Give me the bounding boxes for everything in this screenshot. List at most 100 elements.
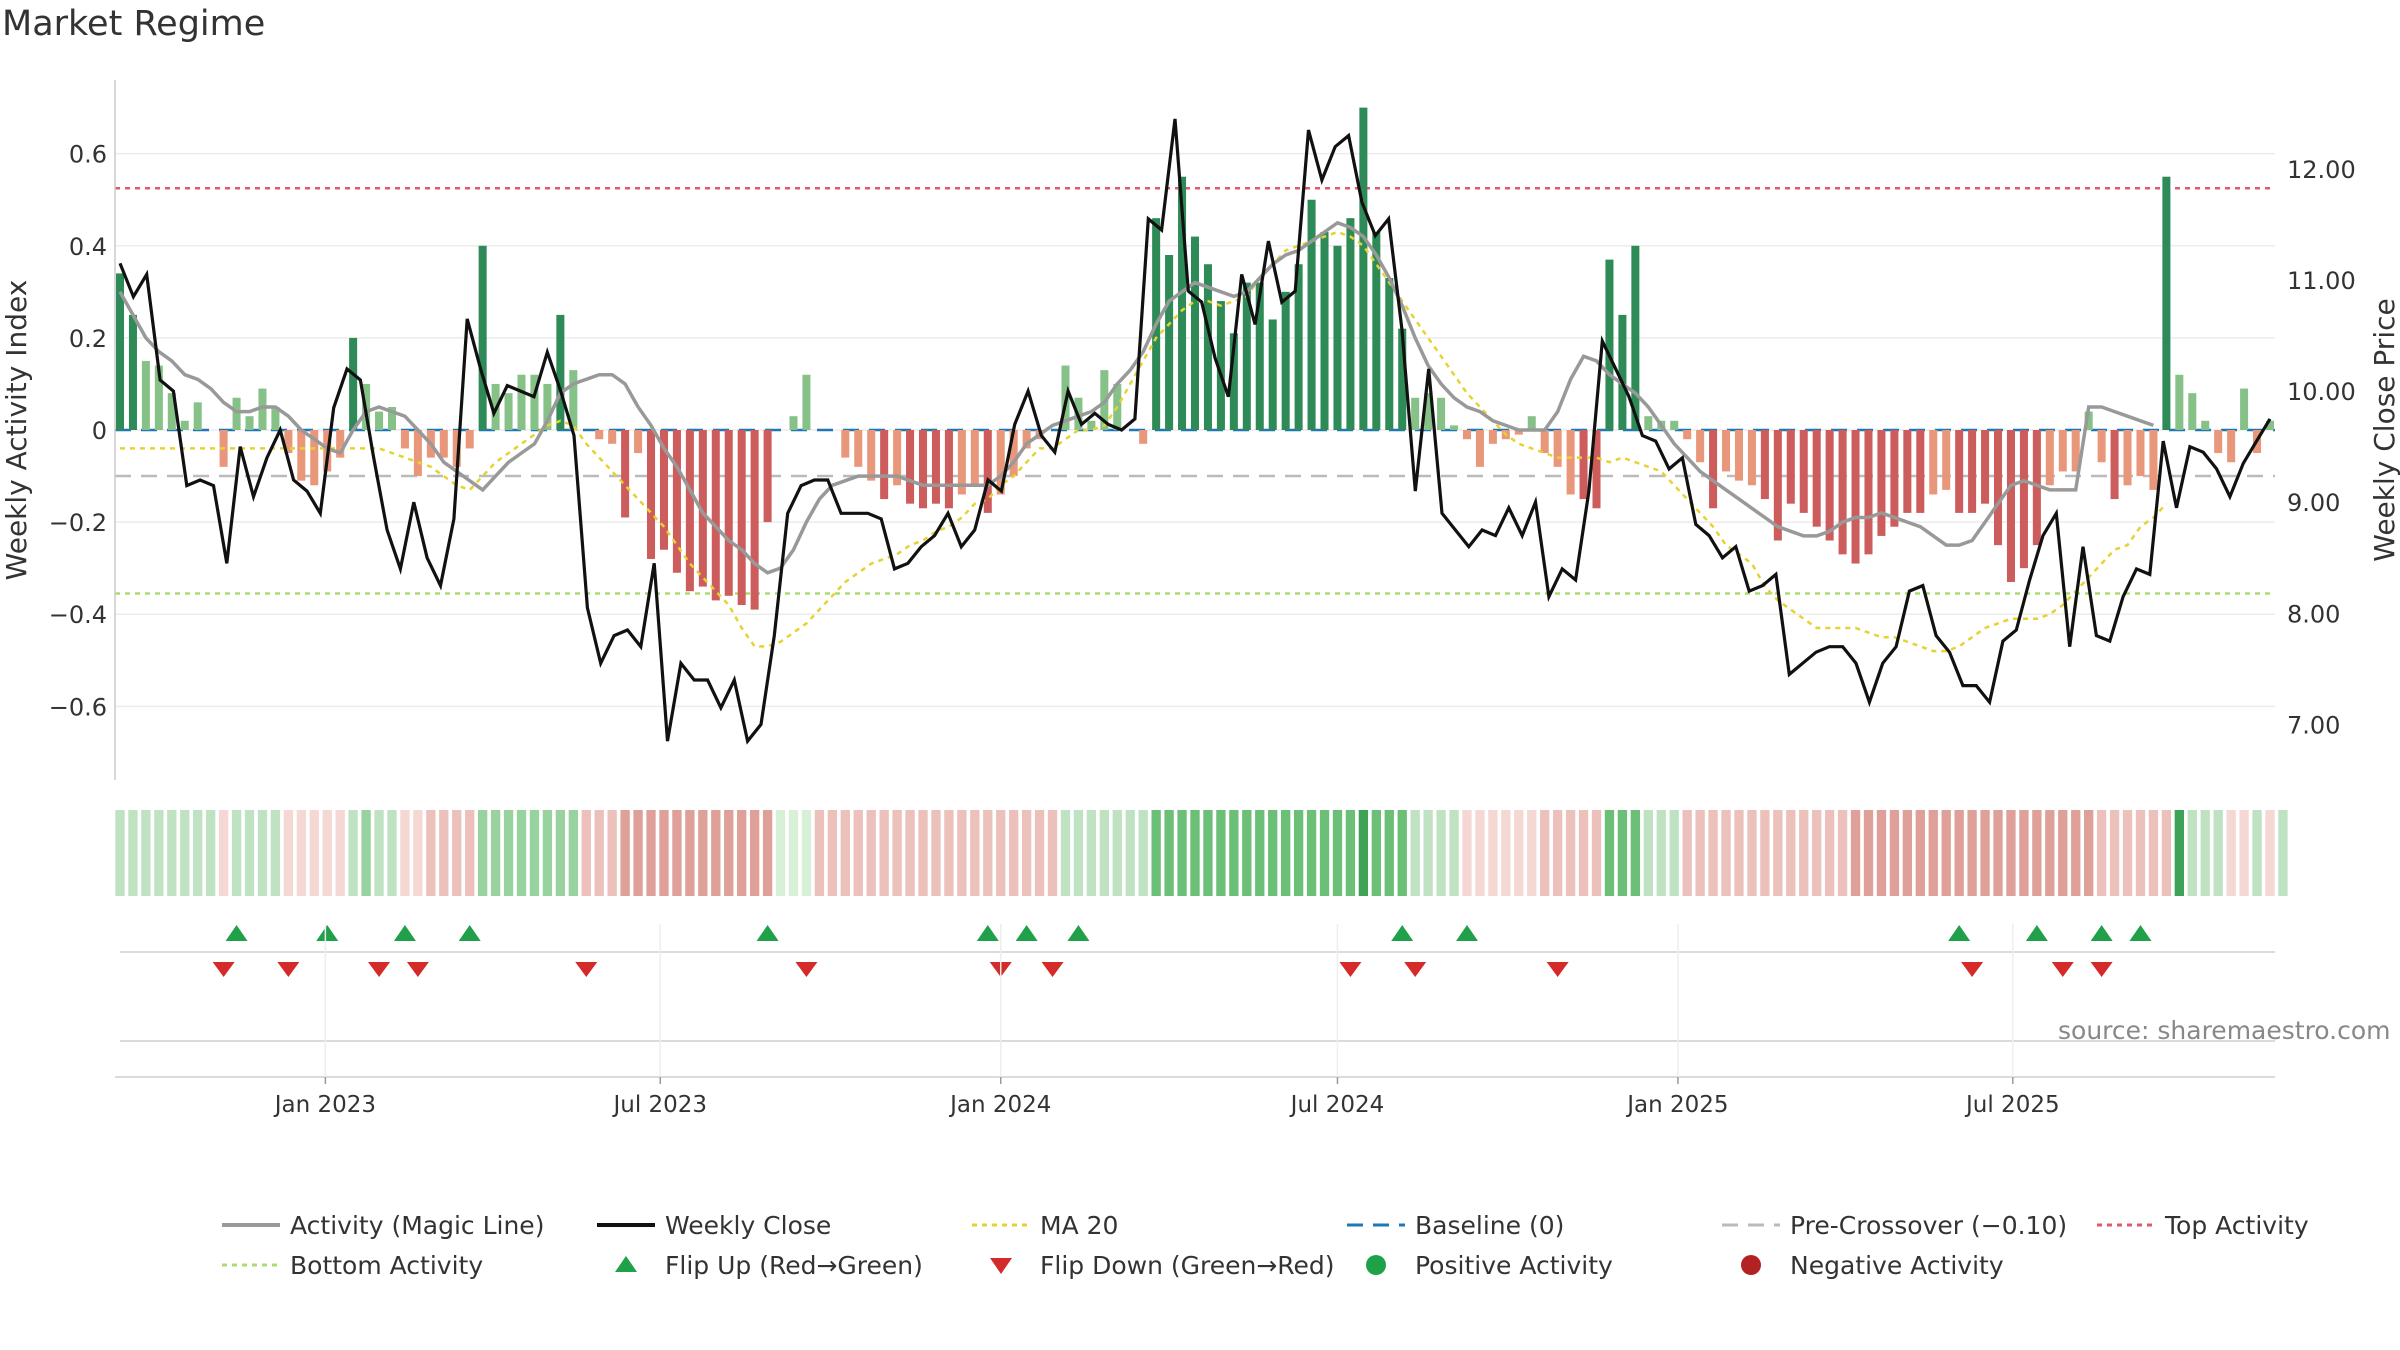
legend-item-weekly-close: Weekly Close [595,1205,831,1245]
activity-bar [154,365,163,430]
regime-cell [1332,810,1343,896]
regime-cell [1462,810,1472,896]
regime-cell [879,810,889,896]
regime-cell [970,810,980,896]
activity-bar [1670,420,1679,430]
activity-bar [439,430,448,458]
regime-cell [218,810,229,896]
regime-cell [400,810,410,896]
activity-bar [1760,430,1769,500]
activity-bar [1165,255,1174,430]
regime-cell [1993,810,2003,896]
activity-bar [387,406,397,430]
x-tick-label: Jan 2025 [1625,1092,1728,1118]
activity-bar [452,430,461,467]
regime-cell [685,810,695,896]
activity-bar [724,430,733,596]
legend-label: Activity (Magic Line) [290,1210,545,1240]
regime-cell [905,810,915,896]
activity-bar [1385,278,1394,430]
activity-bar [180,420,189,430]
regime-cell [1449,810,1459,896]
flip-up-marker [2129,925,2152,941]
legend-item-bottom-activity: Bottom Activity [220,1245,483,1285]
activity-bar [1799,430,1808,513]
flip-down-marker [1404,962,1427,977]
activity-bar [737,430,746,605]
activity-bar [1851,430,1860,564]
regime-cell [477,810,488,896]
regime-cell [1812,810,1822,896]
activity-bar [957,430,966,495]
activity-bar [232,397,241,430]
regime-cell [1358,810,1369,896]
regime-cell [2200,810,2210,896]
right-axis-label: Weekly Close Price [2368,298,2400,561]
regime-cell [1164,810,1174,896]
activity-bar [400,430,409,449]
activity-bar [465,430,474,449]
activity-bar [1566,430,1575,495]
activity-bar [1216,301,1225,430]
legend-label: Baseline (0) [1415,1210,1565,1240]
left-tick-label: 0.2 [69,325,107,353]
activity-bar [349,337,358,430]
activity-bar [1929,430,1938,495]
activity-bar [1605,259,1614,430]
activity-bar [2162,176,2171,430]
regime-cell [542,810,553,896]
regime-cell [2109,810,2120,896]
regime-cell [2135,810,2146,896]
regime-cell [1306,810,1317,896]
regime-cell [996,810,1006,896]
regime-cell [374,810,384,896]
regime-cell [1980,810,1990,896]
chart-canvas: −0.6 −0.4 −0.2 0 0.2 0.4 0.6 7.00 8.00 9.00 10.00 1… [0,80,2400,1118]
regime-cell [1410,810,1420,896]
regime-cell [646,810,656,896]
regime-cell [2096,810,2107,896]
activity-bar [258,388,267,430]
activity-bar [1683,430,1692,440]
activity-bar [2227,430,2236,463]
activity-bar [167,393,176,430]
regime-cell [503,810,514,896]
activity-bar [1346,218,1355,430]
activity-bar [854,430,863,467]
regime-cell [1773,810,1783,896]
activity-bar [1333,245,1342,430]
flip-down-marker [1041,962,1064,977]
regime-cell [957,810,967,896]
activity-bar [1709,430,1718,509]
flip-up-marker [2090,925,2113,941]
regime-cell [296,810,306,896]
regime-cell [1475,810,1485,896]
regime-cell [1837,810,1848,896]
series-lines [118,118,2272,745]
flip-down-marker [368,962,391,977]
regime-cell [633,810,643,896]
flip-up-marker [1391,925,1414,941]
activity-bar [1372,231,1381,430]
legend: Activity (Magic Line) Weekly Close MA 20… [220,1205,2380,1285]
x-tick-label: Jul 2025 [1964,1092,2060,1118]
activity-bar [608,430,617,444]
activity-bar [2045,430,2054,486]
left-tick-label: −0.6 [49,693,107,721]
regime-cell [1125,810,1135,896]
flip-up-marker [316,925,339,941]
regime-cell [711,810,721,896]
regime-cell [1203,810,1213,896]
activity-bar [841,430,850,458]
regime-cell [2019,810,2029,896]
regime-cell [231,810,242,896]
x-tick-label: Jul 2023 [611,1092,707,1118]
activity-bar [2201,420,2210,430]
activity-bar [2175,374,2184,430]
regime-cell [1565,810,1576,896]
regime-cell [490,810,501,896]
flip-down-marker [1339,962,1362,977]
regime-cell [1799,810,1809,896]
right-tick-label: 10.00 [2287,378,2356,406]
flip-up-marker [225,925,248,941]
